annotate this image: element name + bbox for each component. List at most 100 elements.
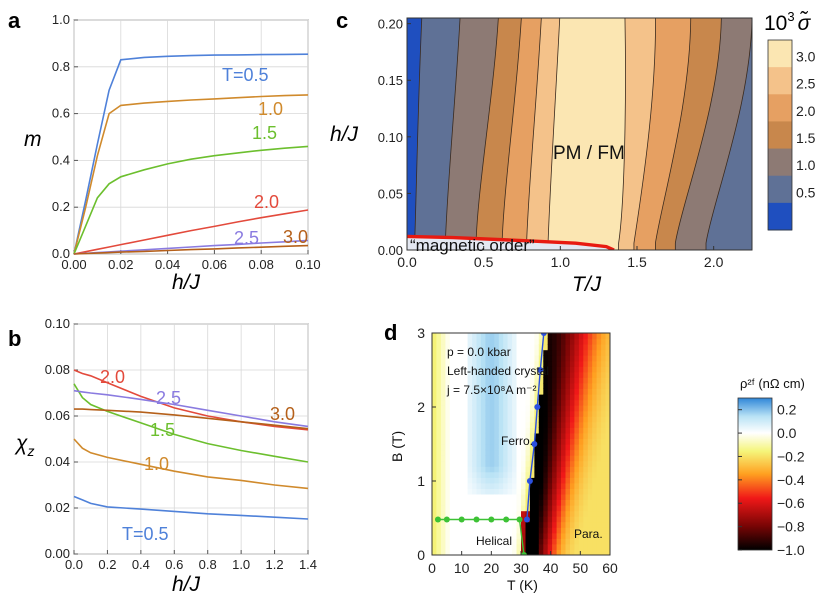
heatmap-cell xyxy=(529,377,535,384)
heatmap-cell xyxy=(494,355,500,362)
heatmap-cell xyxy=(525,366,531,373)
heatmap-cell xyxy=(467,505,473,512)
y-tick-label: 1.0 xyxy=(52,12,70,27)
heatmap-cell xyxy=(480,510,486,517)
heatmap-cell xyxy=(498,371,504,378)
heatmap-cell xyxy=(463,432,469,439)
heatmap-cell xyxy=(605,388,610,395)
colorbar-c-frame xyxy=(767,39,793,231)
heatmap-cell xyxy=(583,333,589,340)
heatmap-cell xyxy=(525,399,531,406)
heatmap-cell xyxy=(512,527,518,534)
heatmap-cell xyxy=(525,355,531,362)
heatmap-cell xyxy=(587,538,593,545)
heatmap-cell xyxy=(583,338,589,345)
plot-a-series-labels: T=0.51.01.52.02.5 3.0 xyxy=(222,65,308,248)
heatmap-cell xyxy=(556,349,562,356)
heatmap-cell xyxy=(476,410,482,417)
heatmap-cell xyxy=(476,460,482,467)
heatmap-cell xyxy=(463,488,469,495)
heatmap-cell xyxy=(440,505,446,512)
heatmap-cell xyxy=(561,405,566,412)
heatmap-cell xyxy=(552,449,558,456)
heatmap-cell xyxy=(570,493,575,500)
heatmap-cell xyxy=(516,399,522,406)
heatmap-cell xyxy=(556,377,562,384)
heatmap-cell xyxy=(605,538,610,545)
heatmap-cell xyxy=(485,366,491,373)
x-tick-label: 0.6 xyxy=(165,557,183,572)
heatmap-cell xyxy=(440,460,446,467)
heatmap-cell xyxy=(556,355,562,362)
heatmap-cell xyxy=(534,460,540,467)
heatmap-cell xyxy=(534,477,540,484)
heatmap-cell xyxy=(521,338,526,345)
heatmap-cell xyxy=(543,438,549,445)
heatmap-cell xyxy=(480,444,486,451)
heatmap-cell xyxy=(596,405,602,412)
y-tick-label: 0.6 xyxy=(52,106,70,121)
heatmap-cell xyxy=(592,405,598,412)
series-label-3: 2.0 xyxy=(254,192,279,212)
heatmap-cell xyxy=(507,388,513,395)
heatmap-cell xyxy=(543,499,549,506)
heatmap-cell xyxy=(525,549,531,555)
heatmap-cell xyxy=(596,382,602,389)
heatmap-cell xyxy=(498,355,504,362)
heatmap-cell xyxy=(543,382,549,389)
heatmap-cell xyxy=(512,438,518,445)
heatmap-cell xyxy=(432,488,437,495)
heatmap-cell xyxy=(534,482,540,489)
heatmap-cell xyxy=(489,355,495,362)
plot-a-xlabel: h/J xyxy=(172,271,201,294)
heatmap-cell xyxy=(592,432,598,439)
heatmap-cell xyxy=(432,344,437,351)
heatmap-cell xyxy=(547,471,553,478)
heatmap-cell xyxy=(507,510,513,517)
heatmap-cell xyxy=(529,416,535,423)
heatmap-cell xyxy=(432,527,437,534)
heatmap-cell xyxy=(498,399,504,406)
heatmap-cell xyxy=(538,521,544,528)
heatmap-cell xyxy=(583,399,589,406)
heatmap-cell xyxy=(529,482,535,489)
heatmap-cell xyxy=(440,388,446,395)
heatmap-cell xyxy=(498,466,504,473)
heatmap-cell xyxy=(605,482,610,489)
heatmap-cell xyxy=(587,543,593,550)
heatmap-cell xyxy=(578,460,584,467)
heatmap-cell xyxy=(512,482,518,489)
heatmap-cell xyxy=(458,421,464,428)
heatmap-cell xyxy=(449,538,455,545)
heatmap-cell xyxy=(485,333,491,340)
heatmap-cell xyxy=(570,427,575,434)
heatmap-cell xyxy=(601,338,607,345)
heatmap-cell xyxy=(596,388,602,395)
x-tick-label: 0.08 xyxy=(249,257,274,272)
heatmap-cell xyxy=(574,432,580,439)
heatmap-cell xyxy=(476,416,482,423)
heatmap-cell xyxy=(445,477,451,484)
heatmap-cell xyxy=(454,499,460,506)
heatmap-cell xyxy=(445,471,451,478)
heatmap-cell xyxy=(587,388,593,395)
heatmap-cell xyxy=(445,410,451,417)
heatmap-cell xyxy=(463,394,469,401)
heatmap-cell xyxy=(489,405,495,412)
heatmap-cell xyxy=(463,510,469,517)
heatmap-cell xyxy=(485,449,491,456)
heatmap-cell xyxy=(583,455,589,462)
heatmap-cell xyxy=(596,399,602,406)
heatmap-cell xyxy=(432,388,437,395)
heatmap-cell xyxy=(529,405,535,412)
heatmap-cell xyxy=(601,333,607,340)
heatmap-cell xyxy=(507,366,513,373)
heatmap-cell xyxy=(449,394,455,401)
heatmap-cell xyxy=(449,471,455,478)
heatmap-cell xyxy=(467,532,473,539)
heatmap-cell xyxy=(547,493,553,500)
heatmap-cell xyxy=(467,410,473,417)
heatmap-cell xyxy=(529,516,535,523)
heatmap-cell xyxy=(525,488,531,495)
series-label-2: 1.5 xyxy=(150,420,175,440)
